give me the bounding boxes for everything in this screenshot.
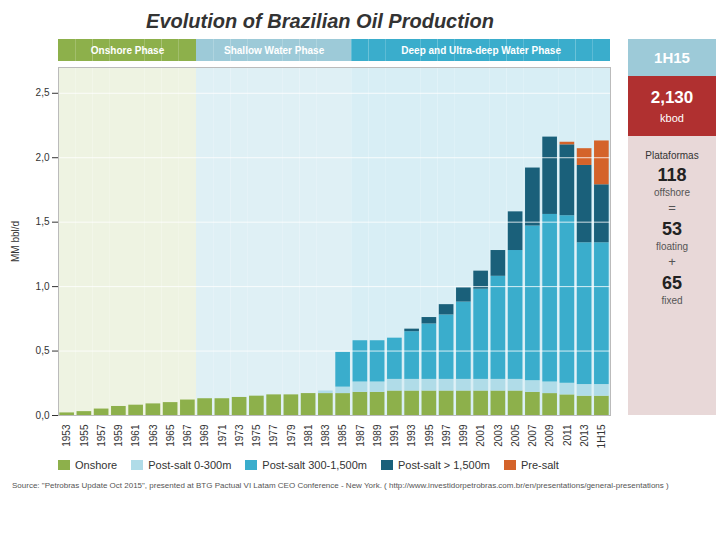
- html-text:Evolution of Brazilian Oil Pro: Evolution of Brazilian Oil Production: [146, 10, 494, 32]
- svg-text:1H15: 1H15: [596, 424, 607, 448]
- svg-text:0,0: 0,0: [36, 410, 50, 421]
- svg-text:1,5: 1,5: [36, 216, 50, 227]
- svg-text:1979: 1979: [286, 424, 297, 447]
- html-text:Onshore: Onshore: [75, 459, 118, 471]
- svg-text:1967: 1967: [182, 424, 193, 447]
- svg-text:1991: 1991: [389, 424, 400, 447]
- svg-text:1997: 1997: [441, 424, 452, 447]
- svg-text:1999: 1999: [458, 424, 469, 447]
- svg-text:1957: 1957: [96, 424, 107, 447]
- svg-text:MM bbl/d: MM bbl/d: [10, 221, 21, 262]
- svg-text:1955: 1955: [79, 424, 90, 447]
- svg-text:1985: 1985: [337, 424, 348, 447]
- html-text:Post-salt > 1,500m: Post-salt > 1,500m: [397, 459, 490, 471]
- html-text:Post-salt 300-1,500m: Post-salt 300-1,500m: [262, 459, 367, 471]
- svg-text:1983: 1983: [320, 424, 331, 447]
- svg-text:1995: 1995: [424, 424, 435, 447]
- svg-text:2013: 2013: [579, 424, 590, 447]
- svg-text:1973: 1973: [234, 424, 245, 447]
- html-text:65: 65: [662, 273, 682, 293]
- html-text:Plataformas: Plataformas: [645, 150, 699, 161]
- html-text:53: 53: [662, 219, 682, 239]
- html-text:fixed: fixed: [661, 295, 683, 306]
- html-text:offshore: offshore: [654, 187, 690, 198]
- svg-text:1989: 1989: [372, 424, 383, 447]
- svg-text:2,5: 2,5: [36, 87, 50, 98]
- svg-text:1961: 1961: [130, 424, 141, 447]
- html-text:kbod: kbod: [660, 112, 684, 124]
- svg-text:2,0: 2,0: [36, 152, 50, 163]
- svg-text:1959: 1959: [113, 424, 124, 447]
- svg-text:1981: 1981: [303, 424, 314, 447]
- svg-text:1965: 1965: [165, 424, 176, 447]
- svg-text:1969: 1969: [199, 424, 210, 447]
- svg-text:1953: 1953: [61, 424, 72, 447]
- svg-text:2003: 2003: [493, 424, 504, 447]
- svg-text:2011: 2011: [562, 424, 573, 446]
- svg-text:1977: 1977: [268, 424, 279, 447]
- html-text:2,130: 2,130: [650, 88, 694, 107]
- svg-text:2001: 2001: [475, 424, 486, 447]
- svg-text:1987: 1987: [355, 424, 366, 447]
- svg-text:1971: 1971: [217, 424, 228, 447]
- html-text:1H15: 1H15: [654, 49, 690, 66]
- svg-text:Deep and Ultra-deep Water Phas: Deep and Ultra-deep Water Phase: [401, 45, 561, 56]
- html-text:Source: "Petrobras Update Oct: Source: "Petrobras Update Oct 2015", pre…: [12, 481, 669, 490]
- svg-text:1993: 1993: [406, 424, 417, 447]
- svg-text:0,5: 0,5: [36, 345, 50, 356]
- html-text:Pre-salt: Pre-salt: [521, 459, 559, 471]
- svg-text:Onshore Phase: Onshore Phase: [91, 45, 165, 56]
- svg-text:1975: 1975: [251, 424, 262, 447]
- html-text:floating: floating: [655, 241, 689, 252]
- svg-text:Shallow Water Phase: Shallow Water Phase: [224, 45, 325, 56]
- svg-text:2005: 2005: [510, 424, 521, 447]
- html-text:Post-salt 0-300m: Post-salt 0-300m: [148, 459, 232, 471]
- svg-text:2007: 2007: [527, 424, 538, 447]
- svg-text:1,0: 1,0: [36, 281, 50, 292]
- svg-text:1963: 1963: [148, 424, 159, 447]
- html-text:118: 118: [657, 165, 687, 185]
- svg-text:2009: 2009: [544, 424, 555, 447]
